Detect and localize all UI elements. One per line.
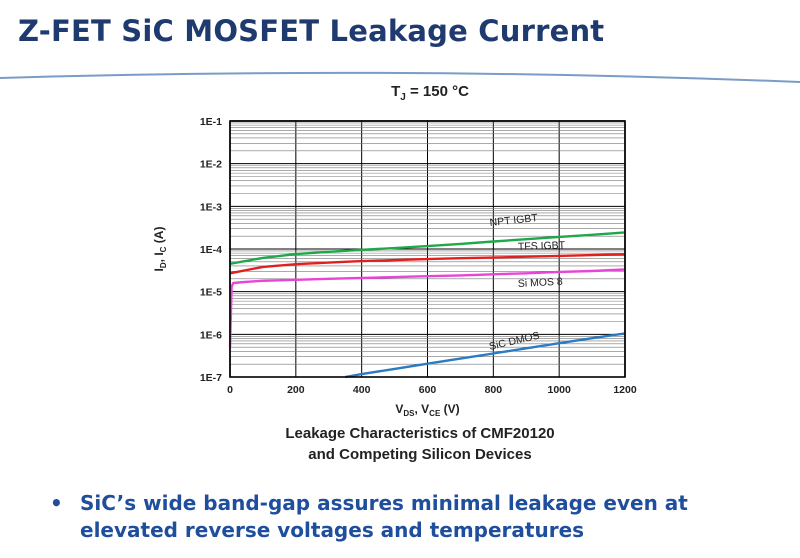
chart-axes	[229, 120, 626, 378]
y-tick-label: 1E-1	[200, 116, 222, 128]
series-line-npt-igbt	[229, 231, 626, 265]
y-tick-label: 1E-2	[200, 159, 222, 171]
chart-caption-line-2: and Competing Silicon Devices	[308, 446, 532, 463]
x-tick-label: 1200	[613, 384, 637, 396]
series-line-sic-dmos	[344, 332, 626, 379]
y-tick-label: 1E-5	[200, 287, 222, 299]
chart-series	[228, 231, 626, 379]
title-divider	[0, 71, 800, 83]
y-tick-label: 1E-4	[200, 244, 222, 256]
y-tick-label: 1E-6	[200, 329, 222, 341]
bullet-point: • SiC’s wide band-gap assures minimal le…	[50, 490, 790, 544]
series-label-npt-igbt: NPT IGBT	[489, 212, 539, 229]
plot-frame	[229, 120, 626, 378]
y-axis-label: ID, IC (A)	[152, 227, 168, 272]
series-label-tfs-igbt: TFS IGBT	[518, 239, 566, 253]
y-tick-label: 1E-7	[200, 372, 222, 384]
chart-labels: 0 200 400 600 800 1000 1200 1E-1 1E-2 1E-3 1E-4 1E-…	[152, 116, 637, 418]
x-tick-label: 1000	[547, 384, 571, 396]
x-axis-label: VDS, VCE (V)	[395, 402, 459, 418]
series-label-si-mos-8: Si MOS 8	[518, 276, 564, 290]
x-tick-label: 0	[227, 384, 233, 396]
bullet-text: SiC’s wide band-gap assures minimal leak…	[80, 491, 688, 542]
x-tick-label: 400	[353, 384, 371, 396]
bullet-marker: •	[50, 491, 63, 515]
x-tick-label: 800	[485, 384, 503, 396]
series-line-tfs-igbt	[229, 253, 626, 275]
series-line-si-mos-8	[228, 268, 626, 348]
y-tick-label: 1E-3	[200, 201, 222, 213]
x-tick-label: 200	[287, 384, 305, 396]
x-tick-label: 600	[419, 384, 437, 396]
chart-grid	[229, 120, 626, 378]
chart-title: TJ = 150 °C	[391, 83, 469, 103]
slide-title: Z-FET SiC MOSFET Leakage Current	[18, 14, 605, 48]
chart-caption-line-1: Leakage Characteristics of CMF20120	[285, 425, 555, 442]
